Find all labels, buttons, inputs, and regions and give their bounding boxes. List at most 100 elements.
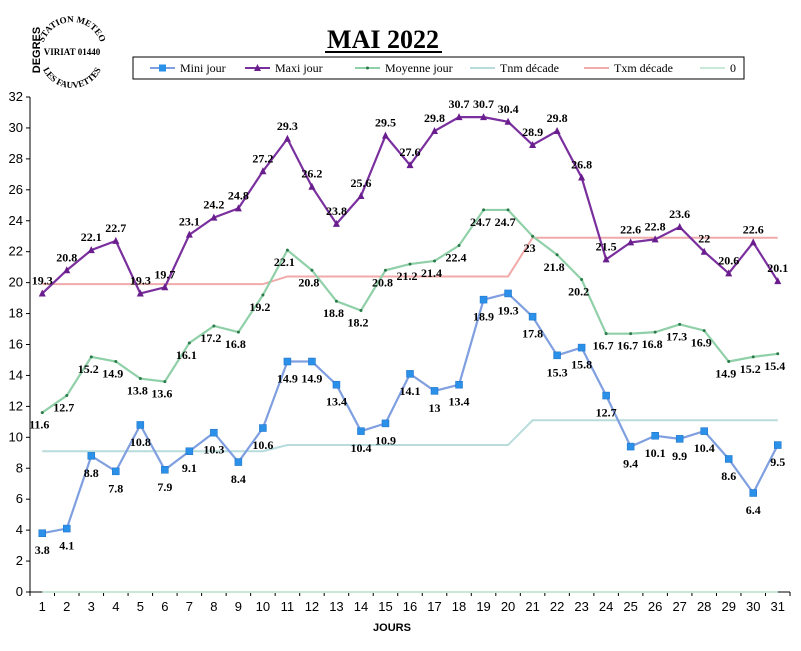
data-point [185,230,193,238]
legend-label: Maxi jour [275,61,323,75]
data-label: 13.6 [151,387,172,401]
data-point [40,411,44,415]
data-point [114,360,118,364]
data-label: 8.4 [231,472,246,486]
data-label: 23.1 [179,215,200,229]
data-point [161,466,169,474]
y-tick-label: 14 [9,367,23,382]
data-label: 23.6 [669,207,690,221]
legend-label: 0 [730,61,736,75]
x-tick-label: 18 [452,599,466,614]
legend-item: Maxi jour [245,61,323,75]
data-point [408,262,412,266]
data-point [678,322,682,326]
data-point [285,248,289,252]
data-point [455,380,463,389]
series-mini-jour: 3.8 4.18.87.810.87.99.110.38.410.614.9 14.… [35,289,785,557]
data-point [38,529,47,537]
data-point [308,357,316,366]
data-label: 22.1 [81,230,102,244]
data-label: 19.2 [249,300,270,314]
data-point [210,428,218,437]
data-point [751,355,755,359]
legend-label: Moyenne jour [385,61,453,75]
data-label: 11.6 [29,418,49,432]
data-label: 20.8 [298,275,319,289]
data-label: 8.6 [721,469,736,483]
data-label: 16.9 [691,336,712,350]
data-point [212,324,216,328]
y-tick-label: 16 [9,337,23,352]
legend-item: 0 [700,61,736,75]
logo-line-2: VIRIAT 01440 [44,47,101,57]
data-point [357,192,365,199]
data-point [553,127,561,135]
data-label: 19.7 [154,267,175,281]
data-point [455,113,463,121]
data-label: 21.5 [596,239,617,253]
data-label: 9.5 [770,455,785,469]
data-label: 22.1 [274,255,295,269]
data-point [651,235,659,243]
data-point [653,330,657,334]
data-label: 10.4 [350,441,371,455]
data-point [700,427,708,435]
data-label: 23 [524,241,536,255]
data-label: 9.9 [672,449,687,463]
data-point [357,427,365,435]
data-point [430,387,439,395]
data-label: 10.3 [203,443,224,457]
data-point [359,308,363,312]
data-point [504,117,512,125]
data-label: 13.4 [449,395,470,409]
data-label: 15.2 [740,362,761,376]
series-tnm-d-cade [42,419,778,453]
data-label: 16.7 [617,339,638,353]
data-point [283,134,291,142]
data-label: 22.6 [743,222,764,236]
data-label: 22.8 [645,219,666,233]
data-label: 17.3 [666,329,687,343]
data-label: 19.3 [130,273,151,287]
data-point [506,208,510,212]
data-point [727,360,731,364]
data-point [65,394,69,398]
x-axis-label: JOURS [373,622,411,634]
data-point [334,299,338,303]
x-tick-label: 16 [403,599,417,614]
x-tick-label: 2 [63,599,70,614]
y-tick-label: 32 [9,89,23,104]
data-label: 24.7 [470,215,491,229]
x-tick-label: 6 [161,599,168,614]
data-label: 9.1 [182,461,197,475]
x-tick-label: 3 [88,599,95,614]
data-point [553,351,561,360]
data-point [676,222,684,230]
data-point [480,113,488,121]
data-point [580,278,584,282]
data-label: 20.6 [718,253,739,267]
data-label: 30.4 [498,102,519,116]
x-tick-label: 26 [648,599,662,614]
data-label: 12.7 [596,406,617,420]
data-label: 4.1 [59,539,74,553]
data-label: 18.8 [323,306,344,320]
data-label: 10.9 [375,433,396,447]
data-label: 10.1 [645,446,666,460]
data-label: 10.8 [130,435,151,449]
data-label: 27.2 [252,151,273,165]
data-point [577,343,586,352]
x-tick-label: 17 [427,599,441,614]
data-label: 22.7 [105,221,126,235]
data-point [749,238,757,246]
data-label: 7.9 [157,480,172,494]
data-label: 14.1 [400,384,421,398]
y-tick-label: 0 [16,584,23,599]
data-point [774,277,782,285]
data-point [332,380,341,389]
data-point [529,140,537,148]
y-tick-label: 18 [9,306,23,321]
data-label: 14.9 [102,367,123,381]
legend-item: Tnm décade [470,61,559,75]
